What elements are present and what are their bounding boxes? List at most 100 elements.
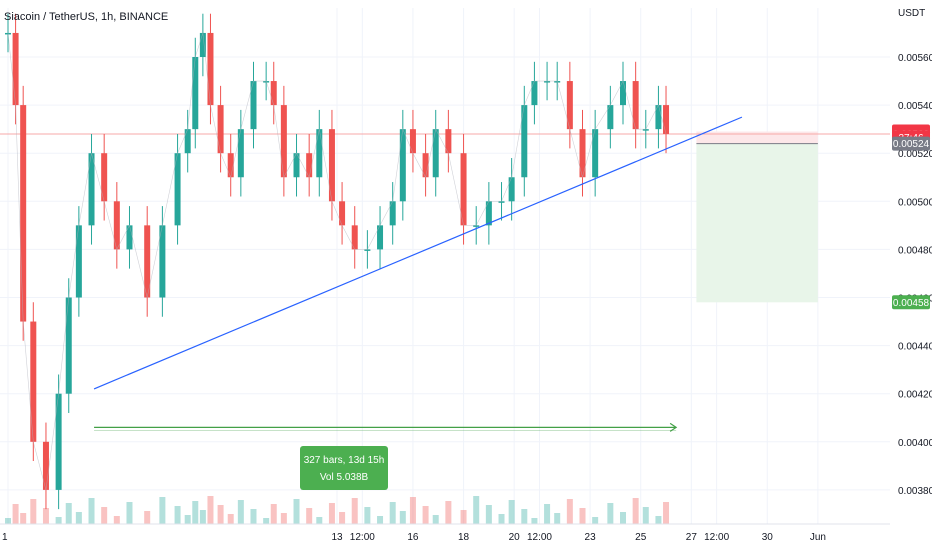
- volume-bar: [566, 499, 573, 524]
- volume-bar: [237, 500, 244, 524]
- volume-bar: [592, 517, 599, 524]
- volume-bar: [339, 512, 346, 524]
- volume-bar: [280, 513, 287, 524]
- trendline-layer[interactable]: [93, 116, 743, 390]
- price-candle: [566, 81, 573, 130]
- price-candle: [192, 57, 199, 130]
- volume-bar: [655, 516, 662, 524]
- price-axis[interactable]: 0.00560 0.00540 0.00520 0.00500 0.00480 0.004…: [898, 53, 932, 497]
- volume-bar: [642, 507, 649, 524]
- price-candle: [521, 105, 528, 178]
- y-tick-label: 0.00500: [898, 197, 932, 208]
- volume-bar: [445, 501, 452, 524]
- time-axis[interactable]: 1 13 12:00 16 18 20 12:00 23 25 27 12:00 30 Jun: [0, 523, 890, 543]
- price-candle: [498, 201, 505, 203]
- volume-bar: [126, 502, 133, 524]
- price-candle: [339, 201, 346, 226]
- price-candle: [42, 441, 49, 490]
- volume-bar: [75, 512, 82, 524]
- x-tick-label: 25: [635, 532, 647, 543]
- volume-bar: [377, 516, 384, 524]
- price-candle: [409, 129, 416, 154]
- measure-layer[interactable]: 327 bars, 13d 15h Vol 5.038B: [94, 422, 678, 490]
- price-candle: [642, 129, 649, 131]
- volume-bar: [30, 499, 37, 524]
- price-candle: [20, 105, 27, 322]
- price-candle: [250, 81, 257, 130]
- x-tick-label: 12:00: [527, 532, 552, 543]
- measure-volume-text: Vol 5.038B: [320, 472, 369, 483]
- x-tick-label: 23: [585, 532, 597, 543]
- x-tick-label: 16: [407, 532, 419, 543]
- x-tick-label: 18: [458, 532, 470, 543]
- currency-label: USDT: [898, 8, 925, 19]
- price-candle: [655, 105, 662, 130]
- price-candle: [473, 225, 480, 227]
- volume-bar: [485, 505, 492, 524]
- volume-bar: [174, 506, 181, 524]
- price-candle: [377, 225, 384, 250]
- volume-bar: [544, 504, 551, 524]
- price-candle: [199, 32, 206, 57]
- volume-bar: [101, 507, 108, 524]
- measure-info-box: [300, 446, 388, 490]
- ascending-trendline: [93, 116, 743, 390]
- price-candle: [351, 225, 358, 250]
- price-candle: [144, 225, 151, 298]
- volume-bar: [422, 506, 429, 524]
- volume-bar: [192, 501, 199, 524]
- volume-bar: [42, 508, 49, 524]
- volume-bar: [351, 498, 358, 524]
- volume-bar: [199, 510, 206, 524]
- price-candle: [12, 32, 19, 106]
- price-candle: [544, 81, 551, 83]
- volume-bar: [554, 513, 561, 524]
- price-candle: [432, 129, 439, 178]
- volume-bar: [632, 498, 639, 524]
- volume-bar: [460, 510, 467, 524]
- price-candle: [270, 81, 277, 106]
- price-candle: [399, 129, 406, 202]
- price-candle: [389, 201, 396, 226]
- volume-bar: [88, 498, 95, 524]
- measure-arrow-icon: [669, 422, 678, 432]
- volume-bar: [409, 497, 416, 524]
- volume-bar: [521, 509, 528, 524]
- price-candle: [55, 393, 62, 490]
- measure-bars-text: 327 bars, 13d 15h: [304, 455, 385, 466]
- x-tick-label: 30: [762, 532, 774, 543]
- price-candle: [508, 177, 515, 202]
- price-candle: [531, 81, 538, 106]
- x-tick-label: 1: [2, 532, 8, 543]
- price-candle: [113, 201, 120, 250]
- volume-bar: [498, 514, 505, 524]
- price-candle: [65, 297, 72, 394]
- price-candle: [485, 201, 492, 226]
- volume-bar: [316, 517, 323, 524]
- volume-bar: [159, 497, 166, 524]
- price-candle: [237, 129, 244, 178]
- price-candle: [663, 105, 670, 134]
- x-tick-label: Jun: [810, 532, 826, 543]
- volume-bar: [207, 496, 214, 524]
- volume-bar: [579, 508, 586, 524]
- volume-bar: [508, 500, 515, 524]
- price-tag-label-entry: 0.00524: [893, 139, 930, 150]
- price-tag-entry: [892, 136, 930, 151]
- price-candle: [184, 129, 191, 154]
- price-candle: [293, 153, 300, 178]
- price-candle: [607, 105, 614, 130]
- price-candle: [280, 105, 287, 178]
- y-tick-label: 0.00380: [898, 486, 932, 497]
- volume-bar: [306, 508, 313, 524]
- volume-bar: [270, 504, 277, 524]
- y-tick-label: 0.00440: [898, 342, 932, 353]
- price-candle: [126, 225, 133, 250]
- price-tag-target: [892, 295, 930, 310]
- volume-bar: [399, 511, 406, 524]
- volume-bar: [20, 513, 27, 524]
- price-candle: [316, 129, 323, 178]
- price-candle: [227, 153, 234, 178]
- volume-bar: [663, 502, 670, 524]
